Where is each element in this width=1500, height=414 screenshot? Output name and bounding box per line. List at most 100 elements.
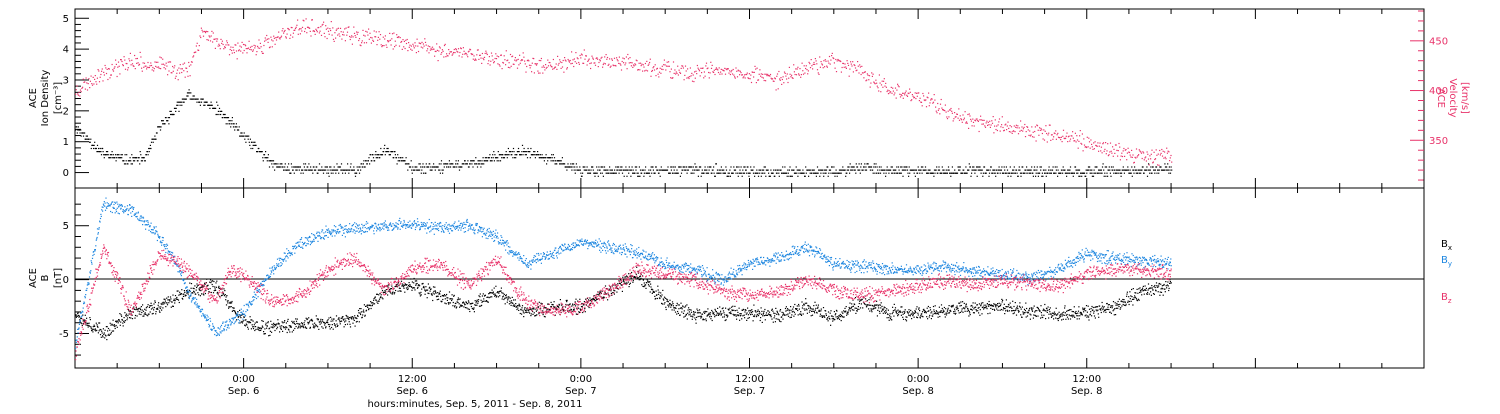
bx-point [473,309,474,310]
bx-point [522,310,523,311]
density-point [107,151,108,152]
velocity-point [923,95,924,96]
velocity-point [207,31,208,32]
density-point [592,166,593,167]
density-point [865,170,866,171]
density-point [620,166,621,167]
bx-point [524,309,525,310]
density-point [988,170,989,171]
bx-point [495,294,496,295]
density-point [359,166,360,167]
bx-point [523,316,524,317]
density-point [380,148,381,149]
density-point [1140,170,1141,171]
density-point [1135,170,1136,171]
velocity-point [655,75,656,76]
velocity-point [1016,125,1017,126]
density-point [1068,170,1069,171]
velocity-point [617,60,618,61]
density-point [247,136,248,137]
velocity-point [251,49,252,50]
velocity-point [173,67,174,68]
velocity-point [914,97,915,98]
velocity-point [246,52,247,53]
velocity-point [733,75,734,76]
velocity-point [778,71,779,72]
velocity-point [542,67,543,68]
bx-point [266,323,267,324]
density-point [1031,166,1032,167]
bx-point [236,319,237,320]
velocity-point [497,56,498,57]
bx-point [127,315,128,316]
bx-point [192,292,193,293]
velocity-point [686,78,687,79]
bx-point [88,326,89,327]
density-point [824,170,825,171]
bx-point [108,328,109,329]
density-point [929,170,930,171]
bx-point [291,327,292,328]
bx-point [258,329,259,330]
density-point [439,170,440,171]
density-point [361,163,362,164]
bx-point [318,329,319,330]
velocity-point [312,19,313,20]
bx-point [204,284,205,285]
bx-point [303,326,304,327]
velocity-point [463,47,464,48]
velocity-point [1150,158,1151,159]
velocity-point [641,64,642,65]
density-point [576,163,577,164]
density-point [429,163,430,164]
density-point [295,166,296,167]
velocity-point [701,72,702,73]
bx-point [469,309,470,310]
bx-point [585,311,586,312]
density-point [1090,170,1091,171]
density-point [1117,173,1118,174]
bx-point [225,294,226,295]
density-point [505,154,506,155]
bx-point [222,295,223,296]
velocity-point [761,77,762,78]
velocity-point [424,46,425,47]
bx-point [398,291,399,292]
bx-point [169,301,170,302]
density-point [750,173,751,174]
velocity-point [1010,125,1011,126]
density-point [315,170,316,171]
bx-point [530,309,531,310]
density-point [534,154,535,155]
bx-point [285,329,286,330]
velocity-point [537,71,538,72]
density-point [455,163,456,164]
velocity-point [199,35,200,36]
density-point [402,160,403,161]
density-point [962,173,963,174]
density-point [1049,173,1050,174]
bx-point [558,307,559,308]
density-point [200,99,201,100]
velocity-point [152,69,153,70]
density-point [555,160,556,161]
bx-point [155,313,156,314]
density-point [220,111,221,112]
velocity-point [446,53,447,54]
density-point [1170,173,1171,174]
bx-point [286,327,287,328]
density-point [738,176,739,177]
density-point [970,166,971,167]
bx-point [261,320,262,321]
velocity-point [393,33,394,34]
velocity-point [829,56,830,57]
density-point [507,157,508,158]
bx-point [604,297,605,298]
velocity-point [282,28,283,29]
bx-point [429,287,430,288]
velocity-point [827,67,828,68]
velocity-point [429,46,430,47]
bx-point [417,287,418,288]
bx-point [554,301,555,302]
density-point [729,170,730,171]
